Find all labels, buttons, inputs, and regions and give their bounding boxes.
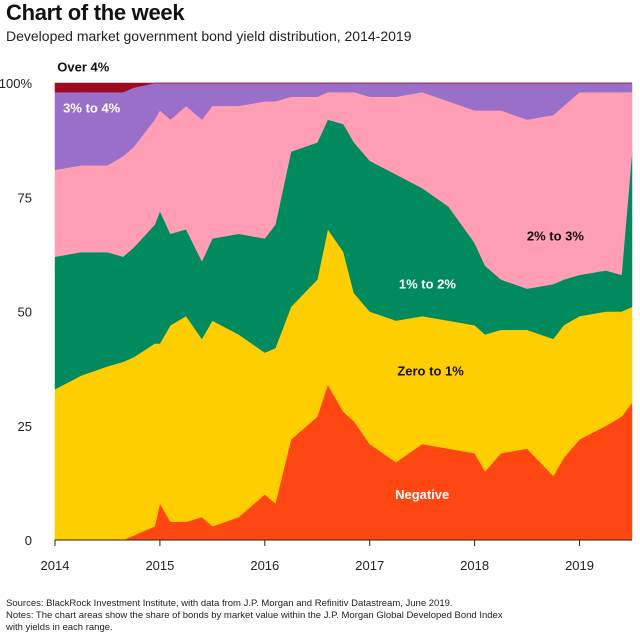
x-tick-label: 2017 [355,558,384,573]
axes-layer: 2014 2015 2016 2017 2018 2019 0 25 50 75 100% [0,76,632,573]
series-label-over_4: Over 4% [57,60,109,75]
sources-note: Sources: BlackRock Investment Institute,… [6,598,453,609]
area-over_4 [54,82,632,93]
x-tick-label: 2018 [460,558,489,573]
footnotes: Sources: BlackRock Investment Institute,… [6,598,626,634]
x-tick-label: 2014 [41,558,70,573]
y-tick-label: 0 [25,533,32,548]
y-tick-label: 25 [18,419,32,434]
y-tick-label: 50 [18,305,32,320]
series-label-zero_to_1: Zero to 1% [397,363,464,378]
x-tick-label: 2015 [145,558,174,573]
x-tick-label: 2019 [565,558,594,573]
series-label-layer: Negative Zero to 1% 1% to 2% 2% to 3% 3% to … [57,60,584,502]
series-label-two_to_3: 2% to 3% [527,229,585,244]
stacked-area-chart: 2014 2015 2016 2017 2018 2019 0 25 50 75 100% Nega… [0,60,633,573]
series-label-negative: Negative [395,487,449,502]
series-label-one_to_2: 1% to 2% [399,277,457,292]
area-layer [54,82,633,541]
notes-line-1: Notes: The chart areas show the share of… [6,610,503,621]
notes-line-2: with yields in each range. [6,622,113,633]
series-label-three_to_4: 3% to 4% [63,101,121,116]
y-tick-label: 100% [0,76,32,91]
x-tick-label: 2016 [250,558,279,573]
chart-subtitle: Developed market government bond yield d… [6,28,412,44]
y-tick-label: 75 [18,190,32,205]
chart-title: Chart of the week [6,0,185,25]
